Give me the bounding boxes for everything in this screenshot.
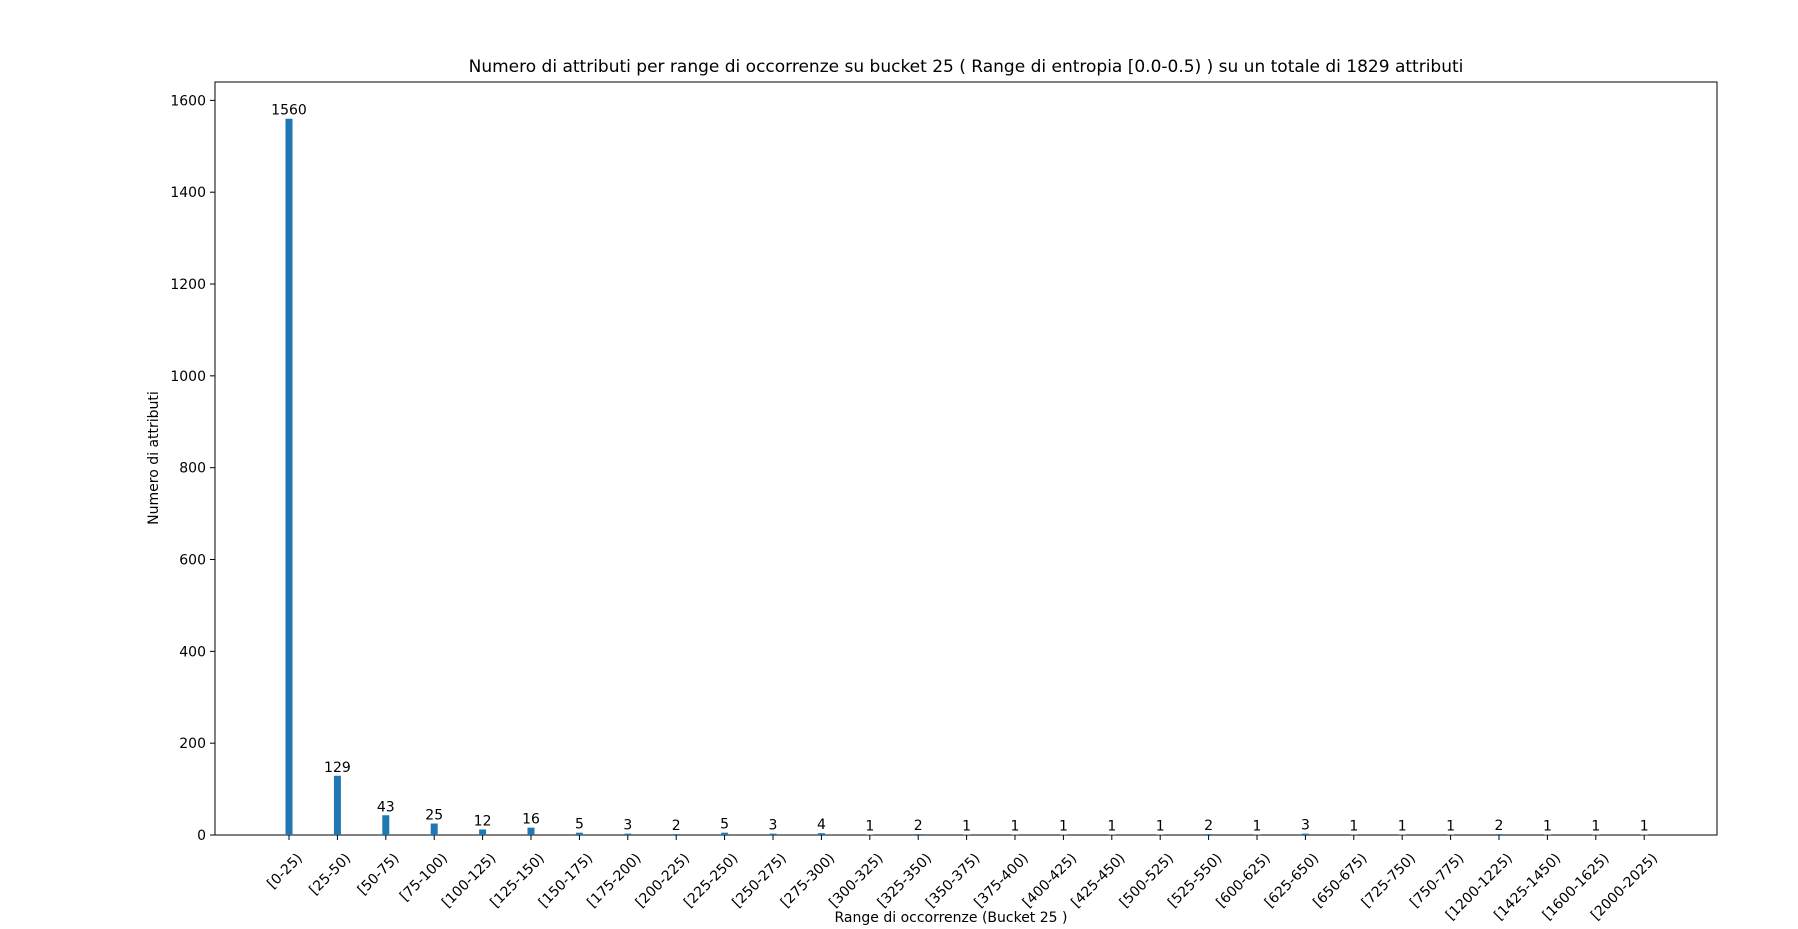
bar [721, 832, 729, 835]
bar-value-label: 2 [914, 818, 923, 834]
bar-value-label: 1 [1640, 819, 1649, 835]
bar [1301, 833, 1309, 835]
bar-value-label: 5 [575, 817, 584, 833]
bar [1205, 834, 1213, 835]
bar-value-label: 3 [1301, 818, 1310, 834]
bar-value-label: 4 [817, 817, 826, 833]
bar-value-label: 1 [1591, 819, 1600, 835]
bar [479, 829, 487, 835]
bar-value-label: 1 [1349, 819, 1358, 835]
y-tick-label: 1200 [170, 277, 206, 293]
bar [430, 823, 438, 835]
chart-title: Numero di attributi per range di occorre… [469, 57, 1464, 77]
y-tick-label: 800 [179, 461, 206, 477]
bar-value-label: 1 [1253, 819, 1262, 835]
plot-area-frame [214, 81, 1718, 836]
bar [575, 832, 583, 835]
y-axis-label: Numero di attributi [146, 391, 162, 525]
bar-value-label: 1 [962, 819, 971, 835]
bar-value-label: 1 [1156, 819, 1165, 835]
x-tick-label: [50-75) [355, 851, 403, 899]
bar [817, 833, 825, 835]
bar [285, 118, 293, 836]
bar-value-label: 16 [522, 812, 540, 828]
bar-value-label: 1 [1398, 819, 1407, 835]
bar [624, 833, 632, 835]
bar-value-label: 1 [1059, 819, 1068, 835]
y-tick-label: 0 [197, 828, 206, 844]
bar-value-label: 1 [1446, 819, 1455, 835]
bar [527, 827, 535, 835]
y-tick-label: 200 [179, 736, 206, 752]
x-tick-label: [25-50) [306, 851, 354, 899]
y-tick-label: 1600 [170, 93, 206, 109]
bar-value-label: 1 [865, 819, 874, 835]
bar [382, 815, 390, 835]
bar-value-label: 2 [672, 818, 681, 834]
y-axis: 0 200 400 600 800 1000 1200 1400 1600 [170, 93, 215, 844]
bar-value-label: 129 [324, 760, 351, 776]
y-tick-label: 1000 [170, 369, 206, 385]
bar [1495, 834, 1503, 835]
bar-value-label: 1 [1011, 819, 1020, 835]
x-axis-label: Range di occorrenze (Bucket 25 ) [835, 910, 1068, 926]
bar [333, 775, 341, 835]
bar-value-label: 2 [1495, 818, 1504, 834]
bar-value-label: 1 [1107, 819, 1116, 835]
x-tick-label: [0-25) [264, 851, 306, 893]
y-tick-label: 400 [179, 644, 206, 660]
bar [672, 834, 680, 835]
bars-group [285, 118, 1648, 836]
bar-value-label: 3 [769, 818, 778, 834]
bar-value-label: 5 [720, 817, 729, 833]
bar-value-label: 1 [1543, 819, 1552, 835]
bar-value-label: 43 [377, 799, 395, 815]
bar [914, 834, 922, 835]
bar [769, 833, 777, 835]
bar-value-label: 3 [623, 818, 632, 834]
y-tick-label: 600 [179, 553, 206, 569]
y-tick-label: 1400 [170, 185, 206, 201]
bar-value-label: 2 [1204, 818, 1213, 834]
bar-value-label: 1560 [271, 103, 307, 119]
bar-value-label: 12 [474, 813, 492, 829]
bar-value-label: 25 [425, 808, 443, 824]
